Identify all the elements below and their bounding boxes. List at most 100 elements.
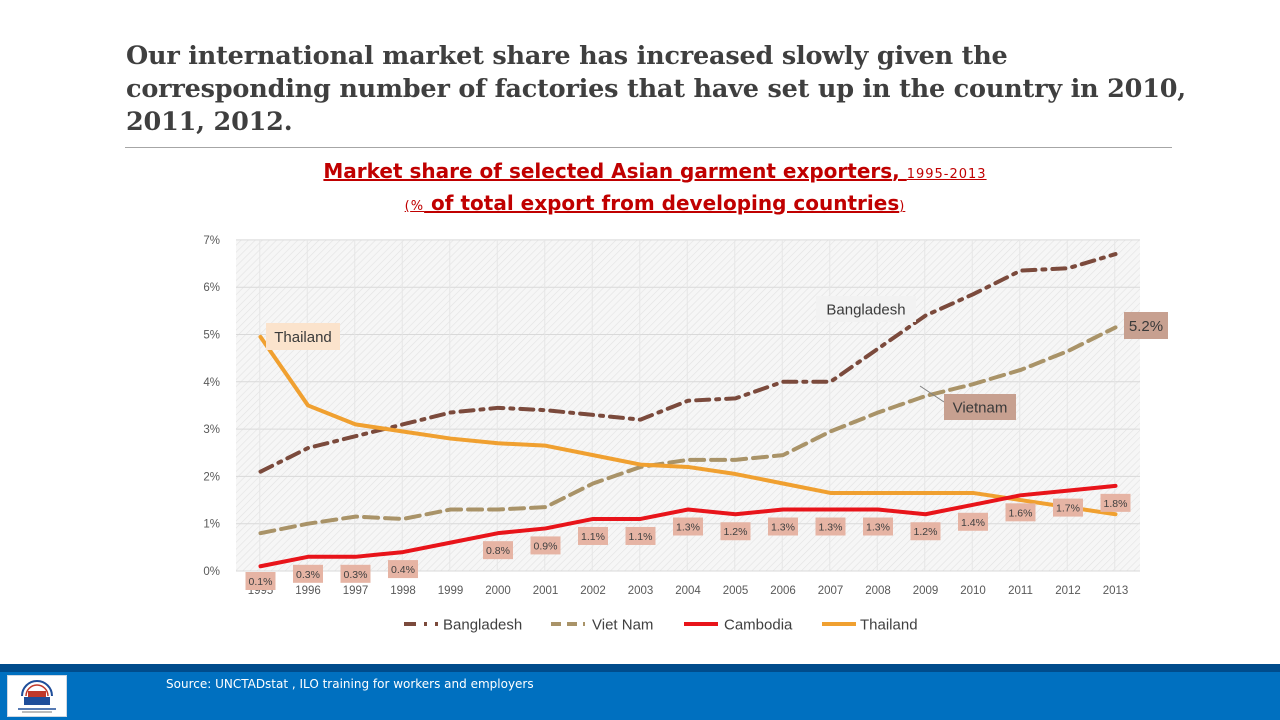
legend-label: Viet Nam [592, 617, 653, 634]
data-label-box [245, 572, 276, 590]
data-label-box [720, 522, 751, 541]
organization-logo [7, 675, 67, 717]
data-label: 0.1% [249, 576, 273, 588]
y-tick-label: 5% [203, 330, 220, 342]
data-label-box [340, 564, 371, 583]
annotation-thailand: Thailand [274, 329, 332, 346]
chart-legend: Bangladesh Viet Nam Cambodia Thailand [404, 617, 918, 634]
annotation-vietnam: Vietnam [953, 400, 1008, 417]
data-label: 1.1% [581, 531, 605, 543]
x-tick-label: 2004 [675, 585, 701, 597]
y-tick-label: 2% [203, 471, 220, 483]
data-label: 1.3% [676, 522, 700, 534]
chart-subtitle-close: ) [899, 199, 906, 214]
x-tick-label: 2001 [533, 585, 559, 597]
x-tick-label: 2002 [580, 585, 606, 597]
series-line-bangladesh [258, 252, 1118, 474]
grid-lines [236, 239, 1140, 572]
data-label: 0.3% [344, 569, 368, 581]
data-label: 1.7% [1056, 503, 1080, 515]
source-note: Source: UNCTADstat , ILO training for wo… [166, 677, 534, 691]
x-tick-label: 2003 [628, 585, 654, 597]
data-label: 1.3% [819, 522, 843, 534]
data-label-box [1005, 503, 1036, 522]
chart-title-main: Market share of selected Asian garment e… [323, 159, 893, 183]
x-tick-label: 2011 [1008, 585, 1033, 597]
market-share-chart: 0%1%2%3%4%5%6%7%1995 1996 1997 1998 1999 2000… [203, 235, 1168, 634]
footer-band [0, 664, 1280, 720]
x-tick-label: 1997 [343, 585, 369, 597]
x-tick-label: 1998 [390, 585, 416, 597]
legend-label: Thailand [860, 617, 918, 634]
x-tick-label: 2009 [913, 585, 939, 597]
annotation-vietnam-end-value: 5.2% [1129, 318, 1163, 335]
x-tick-label: 2006 [770, 585, 796, 597]
legend-label: Cambodia [724, 617, 793, 634]
data-label-box [910, 522, 941, 541]
data-labels: 0.1% 0.3% 0.3% 0.4% 0.8% 0.9% 1.1% 1.1% 1.3% 1.2%… [245, 493, 1131, 590]
data-label-box [958, 512, 988, 531]
data-label: 1.2% [914, 526, 938, 538]
x-tick-label: 1996 [295, 585, 321, 597]
data-label: 1.6% [1009, 507, 1033, 519]
data-label: 0.4% [391, 564, 415, 576]
data-label-box [578, 526, 608, 545]
annotation-bangladesh: Bangladesh [826, 302, 905, 319]
title-divider [125, 147, 1172, 148]
data-label: 0.9% [534, 540, 558, 552]
chart-subtitle-text: of total export from developing countrie… [424, 191, 900, 215]
data-label-box [815, 517, 846, 536]
x-tick-label: 2012 [1055, 585, 1081, 597]
data-label-box [483, 541, 513, 560]
y-tick-label: 0% [203, 566, 220, 578]
chart-title-sep: , [892, 159, 907, 183]
data-label-box [673, 517, 703, 536]
data-label: 1.3% [771, 522, 795, 534]
slide-headline: Our international market share has incre… [126, 41, 1186, 137]
chart-subtitle-open: ( [404, 199, 411, 214]
x-tick-label: 2005 [723, 585, 749, 597]
series-line-cambodia [258, 483, 1118, 569]
x-tick-label: 2000 [485, 585, 511, 597]
y-tick-label: 3% [203, 424, 220, 436]
axis-labels: 0%1%2%3%4%5%6%7%1995 1996 1997 1998 1999 2000… [203, 235, 1128, 597]
y-tick-label: 4% [203, 377, 220, 389]
series-line-thailand [258, 334, 1118, 517]
data-label: 1.2% [724, 526, 748, 538]
annotation-vietnam-end-value-box [1124, 312, 1168, 339]
x-tick-label: 1999 [438, 585, 464, 597]
logo-emblem-icon [18, 680, 56, 713]
x-tick-label: 2007 [818, 585, 844, 597]
data-label: 0.8% [486, 545, 510, 557]
y-tick-label: 1% [203, 519, 220, 531]
annotations: Thailand Bangladesh Vietnam 5.2% [266, 296, 1168, 420]
data-label: 1.3% [866, 522, 890, 534]
data-label: 1.1% [629, 531, 653, 543]
data-label-box [293, 564, 323, 583]
y-tick-label: 6% [203, 282, 220, 294]
y-tick-label: 7% [203, 235, 220, 247]
data-label: 0.3% [296, 569, 320, 581]
annotation-bangladesh-box [816, 296, 916, 322]
data-label-box [530, 536, 561, 555]
legend-label: Bangladesh [443, 617, 522, 634]
data-label-box [625, 526, 656, 545]
x-tick-label: 2008 [865, 585, 891, 597]
data-label-box [863, 517, 893, 536]
series-lines [258, 252, 1118, 569]
data-label-box [1053, 498, 1083, 517]
series-line-viet-nam [258, 325, 1118, 536]
chart-subtitle-pct: % [410, 199, 425, 214]
x-tick-label: 2013 [1103, 585, 1129, 597]
chart-title: Market share of selected Asian garment e… [240, 157, 1070, 221]
data-label-box [1100, 493, 1131, 512]
annotation-thailand-box [266, 323, 340, 350]
chart-title-years: 1995-2013 [906, 167, 987, 182]
annotation-vietnam-box [944, 394, 1016, 420]
data-label-box [388, 560, 418, 579]
footer-top-strip [0, 664, 1280, 672]
annotation-vietnam-leader [919, 385, 945, 403]
data-label-box [768, 517, 798, 536]
data-label: 1.8% [1104, 498, 1128, 510]
x-tick-label: 2010 [960, 585, 986, 597]
